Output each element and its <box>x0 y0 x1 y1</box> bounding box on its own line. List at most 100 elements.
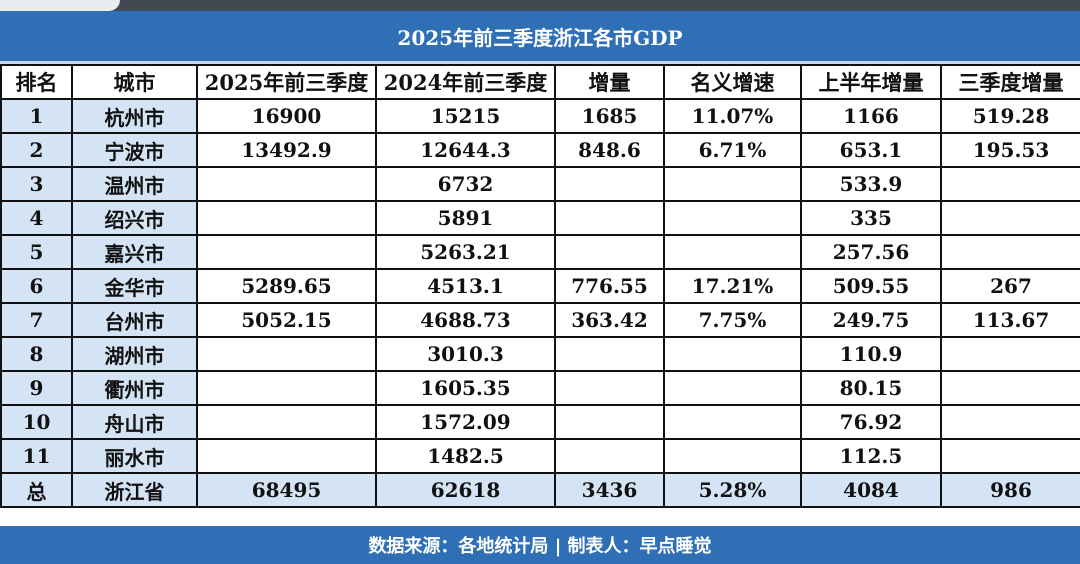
gdp-2025-cell: 5052.15 <box>196 302 377 338</box>
h1-increase-cell: 335 <box>800 200 942 236</box>
rank-cell: 10 <box>0 404 73 440</box>
growth-cell <box>663 438 802 474</box>
gdp-2025-cell <box>196 166 377 202</box>
rank-cell: 2 <box>0 132 73 168</box>
city-cell: 金华市 <box>71 268 198 304</box>
city-cell: 浙江省 <box>71 472 198 508</box>
gdp-2024-cell: 5891 <box>375 200 556 236</box>
q3-increase-cell <box>940 200 1080 236</box>
growth-cell <box>663 200 802 236</box>
table-row: 9 衢州市 1605.35 80.15 <box>0 370 1080 406</box>
header-h1-increase: 上半年增量 <box>800 64 942 100</box>
q3-increase-cell <box>940 404 1080 440</box>
growth-cell <box>663 336 802 372</box>
gdp-2025-cell <box>196 404 377 440</box>
table-row: 10 舟山市 1572.09 76.92 <box>0 404 1080 440</box>
gdp-2024-cell: 5263.21 <box>375 234 556 270</box>
q3-increase-cell <box>940 234 1080 270</box>
q3-increase-cell: 195.53 <box>940 132 1080 168</box>
increase-cell: 363.42 <box>554 302 665 338</box>
city-cell: 绍兴市 <box>71 200 198 236</box>
header-q3-increase: 三季度增量 <box>940 64 1080 100</box>
h1-increase-cell: 112.5 <box>800 438 942 474</box>
city-cell: 湖州市 <box>71 336 198 372</box>
header-gdp-2024: 2024年前三季度 <box>375 64 556 100</box>
q3-increase-cell: 519.28 <box>940 98 1080 134</box>
rank-cell: 1 <box>0 98 73 134</box>
gdp-2025-cell <box>196 438 377 474</box>
gdp-2024-cell: 12644.3 <box>375 132 556 168</box>
increase-cell: 848.6 <box>554 132 665 168</box>
increase-cell: 1685 <box>554 98 665 134</box>
growth-cell: 11.07% <box>663 98 802 134</box>
growth-cell: 6.71% <box>663 132 802 168</box>
rank-cell: 总 <box>0 472 73 508</box>
header-row: 排名 城市 2025年前三季度 2024年前三季度 增量 名义增速 上半年增量 … <box>0 64 1080 100</box>
increase-cell <box>554 370 665 406</box>
gdp-2025-cell: 5289.65 <box>196 268 377 304</box>
gdp-2025-cell: 13492.9 <box>196 132 377 168</box>
q3-increase-cell: 986 <box>940 472 1080 508</box>
table-row: 2 宁波市 13492.9 12644.3 848.6 6.71% 653.1 195.53 <box>0 132 1080 168</box>
rank-cell: 11 <box>0 438 73 474</box>
top-bar-tab <box>0 0 120 11</box>
h1-increase-cell: 4084 <box>800 472 942 508</box>
table-row: 5 嘉兴市 5263.21 257.56 <box>0 234 1080 270</box>
city-cell: 丽水市 <box>71 438 198 474</box>
q3-increase-cell: 267 <box>940 268 1080 304</box>
top-bar <box>0 0 1080 11</box>
increase-cell: 3436 <box>554 472 665 508</box>
gdp-table: 排名 城市 2025年前三季度 2024年前三季度 增量 名义增速 上半年增量 … <box>0 64 1080 508</box>
gdp-2024-cell: 15215 <box>375 98 556 134</box>
rank-cell: 7 <box>0 302 73 338</box>
table-row: 1 杭州市 16900 15215 1685 11.07% 1166 519.28 <box>0 98 1080 134</box>
table-body: 1 杭州市 16900 15215 1685 11.07% 1166 519.28 2 宁波市 13… <box>0 98 1080 508</box>
header-city: 城市 <box>71 64 198 100</box>
increase-cell <box>554 200 665 236</box>
table-row: 7 台州市 5052.15 4688.73 363.42 7.75% 249.75 113.6… <box>0 302 1080 338</box>
city-cell: 台州市 <box>71 302 198 338</box>
growth-cell <box>663 404 802 440</box>
h1-increase-cell: 653.1 <box>800 132 942 168</box>
gdp-2025-cell <box>196 234 377 270</box>
table-row: 3 温州市 6732 533.9 <box>0 166 1080 202</box>
gdp-2025-cell: 16900 <box>196 98 377 134</box>
rank-cell: 5 <box>0 234 73 270</box>
h1-increase-cell: 509.55 <box>800 268 942 304</box>
increase-cell <box>554 234 665 270</box>
table-title: 2025年前三季度浙江各市GDP <box>0 11 1080 64</box>
gdp-2024-cell: 1572.09 <box>375 404 556 440</box>
rank-cell: 4 <box>0 200 73 236</box>
city-cell: 温州市 <box>71 166 198 202</box>
rank-cell: 3 <box>0 166 73 202</box>
gdp-2025-cell <box>196 336 377 372</box>
growth-cell <box>663 234 802 270</box>
gdp-2024-cell: 62618 <box>375 472 556 508</box>
h1-increase-cell: 80.15 <box>800 370 942 406</box>
table-row: 6 金华市 5289.65 4513.1 776.55 17.21% 509.55 267 <box>0 268 1080 304</box>
gdp-2024-cell: 4513.1 <box>375 268 556 304</box>
city-cell: 杭州市 <box>71 98 198 134</box>
header-gdp-2025: 2025年前三季度 <box>196 64 377 100</box>
q3-increase-cell <box>940 166 1080 202</box>
city-cell: 宁波市 <box>71 132 198 168</box>
rank-cell: 6 <box>0 268 73 304</box>
q3-increase-cell <box>940 370 1080 406</box>
gdp-2024-cell: 1605.35 <box>375 370 556 406</box>
header-rank: 排名 <box>0 64 73 100</box>
increase-cell <box>554 336 665 372</box>
increase-cell: 776.55 <box>554 268 665 304</box>
gdp-2024-cell: 6732 <box>375 166 556 202</box>
q3-increase-cell <box>940 336 1080 372</box>
q3-increase-cell: 113.67 <box>940 302 1080 338</box>
header-increase: 增量 <box>554 64 665 100</box>
table-row: 11 丽水市 1482.5 112.5 <box>0 438 1080 474</box>
city-cell: 衢州市 <box>71 370 198 406</box>
growth-cell: 5.28% <box>663 472 802 508</box>
table-row: 8 湖州市 3010.3 110.9 <box>0 336 1080 372</box>
h1-increase-cell: 76.92 <box>800 404 942 440</box>
increase-cell <box>554 438 665 474</box>
increase-cell <box>554 404 665 440</box>
total-row: 总浙江省 68495 62618 3436 5.28% 4084 986 <box>0 472 1080 508</box>
rank-cell: 8 <box>0 336 73 372</box>
